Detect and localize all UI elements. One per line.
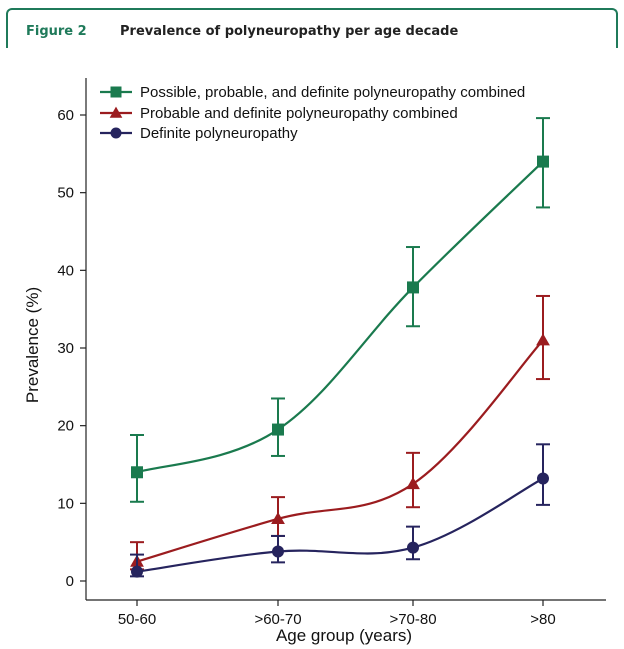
y-tick-label: 40 <box>57 262 74 279</box>
figure-label: Figure 2 <box>26 24 87 39</box>
chart-axes: 0 10 20 30 40 50 60 50-60 >60-70 >70-80 >80 <box>57 78 606 628</box>
legend-label: Probable and definite polyneuropathy com… <box>140 105 458 122</box>
y-tick-label: 30 <box>57 340 74 357</box>
y-tick-label: 0 <box>66 573 74 590</box>
circle-marker <box>407 541 419 554</box>
square-marker <box>131 466 143 479</box>
x-tick-label: 50-60 <box>118 611 156 628</box>
y-tick-label: 20 <box>57 418 74 435</box>
triangle-marker <box>109 106 123 118</box>
series-1 <box>130 117 550 503</box>
triangle-marker <box>271 511 285 525</box>
legend-label: Definite polyneuropathy <box>140 125 298 142</box>
x-tick-label: >80 <box>530 611 555 628</box>
square-marker <box>110 86 122 98</box>
chart-legend: Possible, probable, and definite polyneu… <box>100 84 525 142</box>
y-tick-label: 60 <box>57 107 74 124</box>
circle-marker <box>537 472 549 485</box>
circle-marker <box>131 565 143 578</box>
triangle-marker <box>406 477 420 490</box>
square-marker <box>537 155 549 168</box>
y-axis-label: Prevalence (%) <box>23 287 42 403</box>
figure-title: Prevalence of polyneuropathy per age dec… <box>120 24 459 39</box>
x-axis-label: Age group (years) <box>276 626 412 645</box>
square-marker <box>407 281 419 294</box>
x-tick-label: >70-80 <box>389 611 436 628</box>
series-line <box>136 160 544 474</box>
series-line <box>136 477 544 573</box>
triangle-marker <box>536 333 550 346</box>
series-3 <box>130 443 550 578</box>
y-tick-label: 10 <box>57 495 74 512</box>
series-line <box>136 339 544 563</box>
y-tick-label: 50 <box>57 185 74 202</box>
series-2 <box>130 294 550 571</box>
chart-series-layer <box>130 117 550 578</box>
figure-header-frame <box>6 8 618 48</box>
square-marker <box>272 423 284 436</box>
circle-marker <box>272 545 284 558</box>
x-tick-label: >60-70 <box>254 611 301 628</box>
circle-marker <box>110 127 122 139</box>
legend-label: Possible, probable, and definite polyneu… <box>140 84 525 101</box>
